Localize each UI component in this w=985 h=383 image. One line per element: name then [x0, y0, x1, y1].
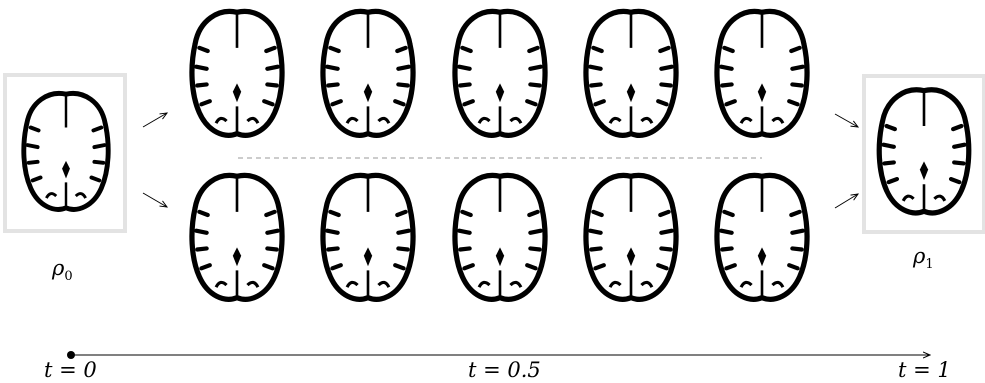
arrow-source-to-top: [142, 113, 167, 128]
arrow-source-to-bottom: [142, 192, 167, 207]
time-label-end: t = 1: [898, 358, 951, 382]
source-density-label: ρ0: [52, 256, 73, 285]
time-axis-start-dot: [67, 351, 75, 359]
target-density-label: ρ1: [913, 244, 934, 273]
time-label-start: t = 0: [44, 358, 97, 382]
time-label-mid: t = 0.5: [468, 358, 541, 382]
arrow-bottom-to-target: [834, 194, 858, 209]
arrow-top-to-target: [834, 113, 858, 127]
